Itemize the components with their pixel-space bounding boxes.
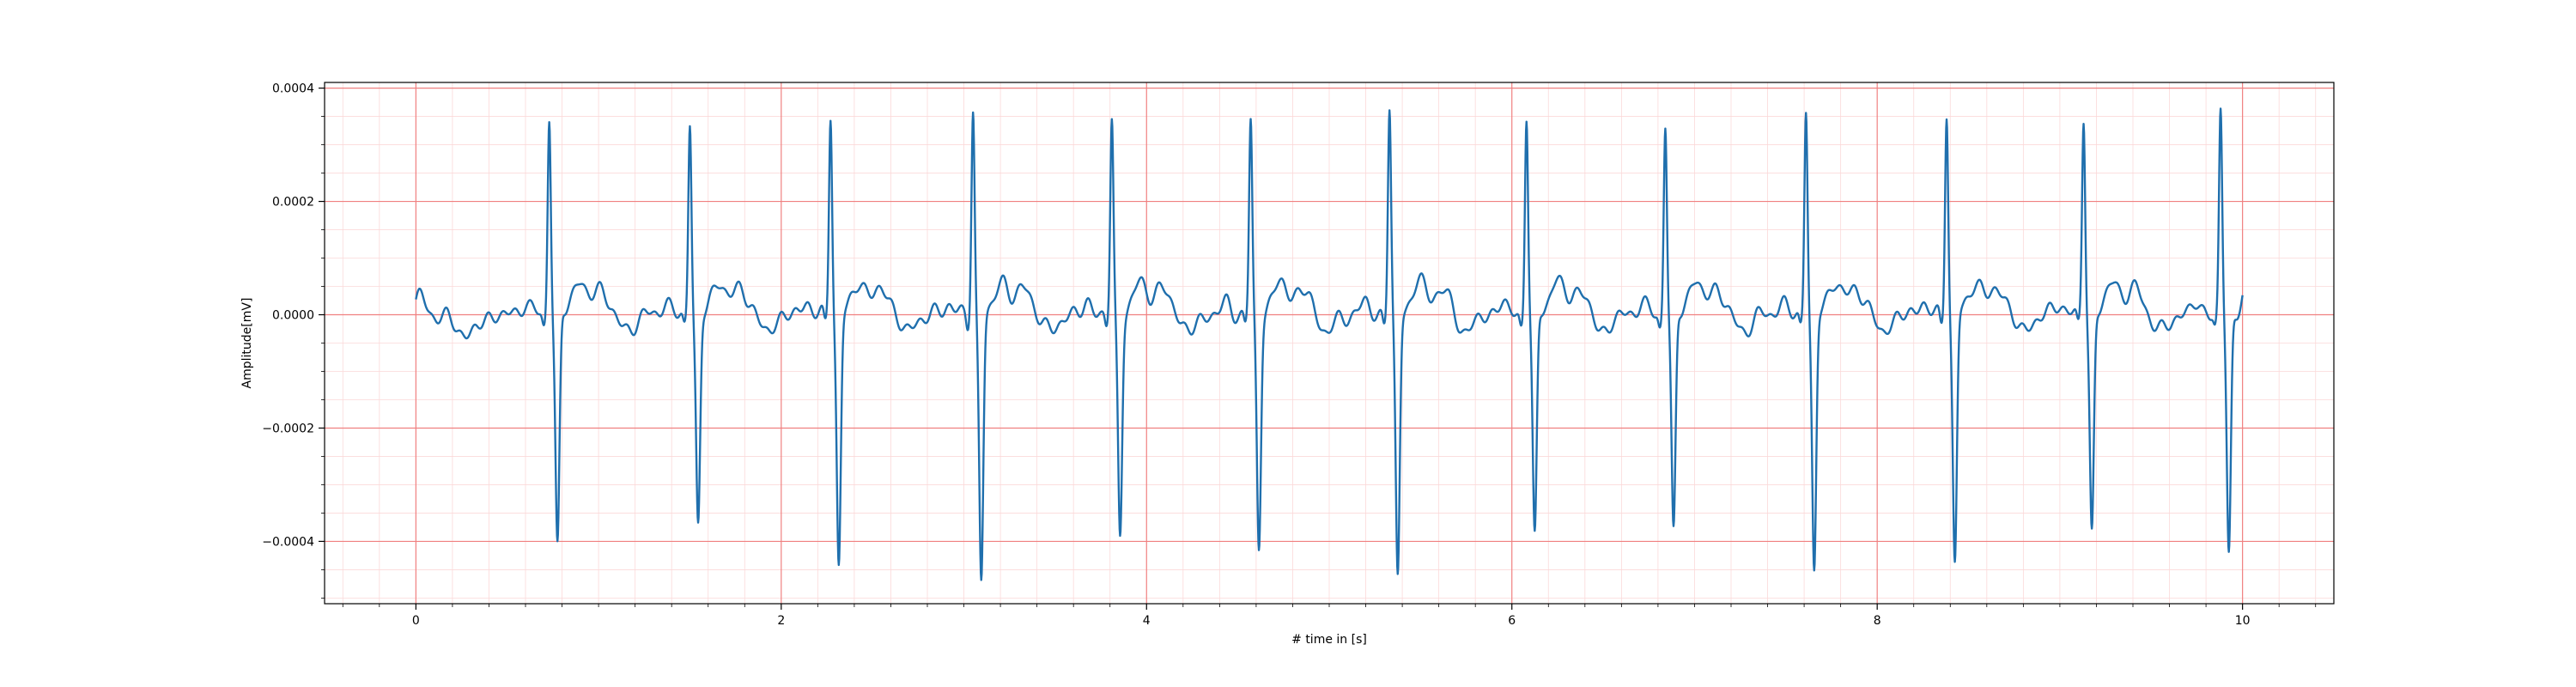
y-tick-label: 0.0002 [272, 196, 314, 210]
y-tick-label: −0.0004 [262, 535, 314, 549]
x-tick-label: 2 [777, 614, 785, 628]
grid [325, 82, 2334, 604]
y-tick-label: 0.0004 [272, 82, 314, 96]
ticks: 0 2 4 6 8 10 0.0004 0.0002 0.0000 −0.0002 −0.0004 [262, 82, 2317, 628]
x-axis-label: # time in [s] [1291, 633, 1367, 647]
x-tick-label: 8 [1874, 614, 1881, 628]
y-axis-label: Amplitude[mV] [240, 298, 254, 389]
series-layer [415, 107, 2244, 581]
x-tick-label: 6 [1508, 614, 1516, 628]
x-tick-label: 4 [1143, 614, 1151, 628]
x-tick-label: 10 [2235, 614, 2251, 628]
x-tick-label: 0 [412, 614, 420, 628]
y-tick-label: 0.0000 [272, 309, 314, 323]
ecg-series-line [415, 107, 2244, 581]
y-tick-label: −0.0002 [262, 422, 314, 435]
